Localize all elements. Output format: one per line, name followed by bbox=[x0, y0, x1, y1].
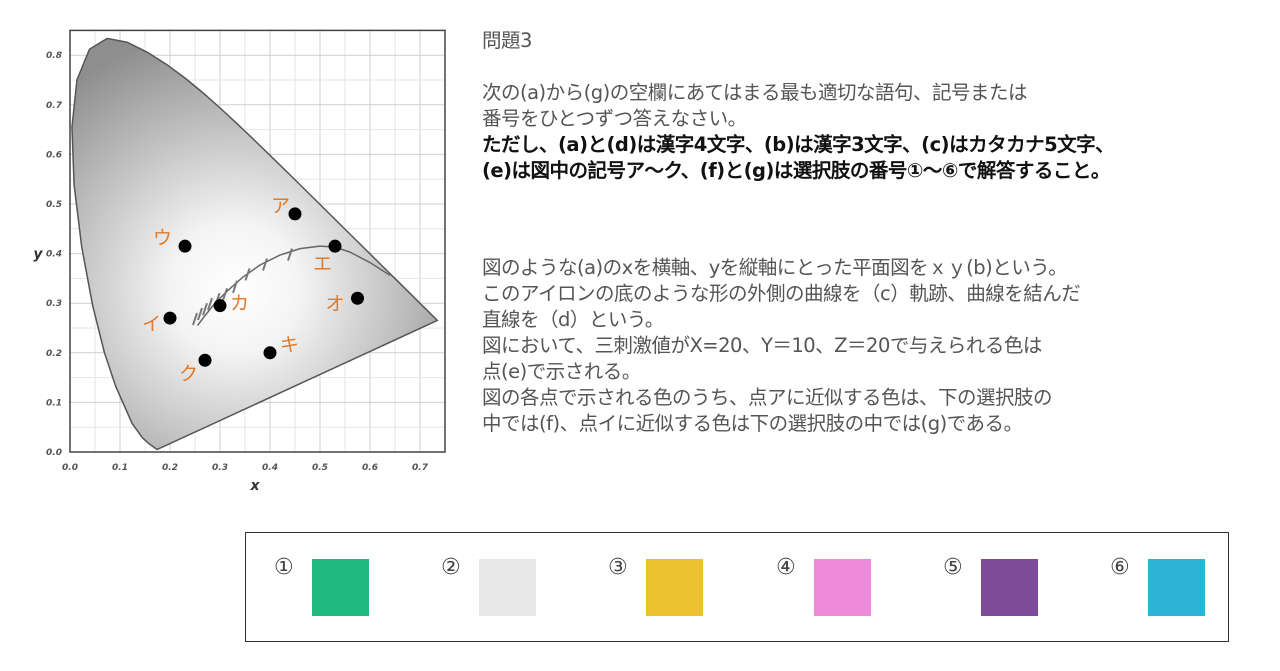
x-tick-label: 0.4 bbox=[262, 463, 278, 473]
y-tick-label: 0.7 bbox=[46, 101, 63, 111]
point-label: ク bbox=[179, 363, 198, 385]
color-swatch bbox=[479, 559, 536, 616]
choice-number: ② bbox=[441, 555, 461, 580]
body-line-5: 点(e)で示される。 bbox=[482, 360, 641, 383]
color-swatch bbox=[312, 559, 369, 616]
isotemperature-tick bbox=[232, 280, 238, 294]
data-point bbox=[351, 291, 364, 305]
y-tick-label: 0.3 bbox=[46, 299, 62, 309]
isotemperature-tick bbox=[202, 302, 208, 316]
x-tick-label: 0.2 bbox=[162, 463, 178, 473]
body-line-2: このアイロンの底のような形の外側の曲線を（c）軌跡、曲線を結んだ bbox=[482, 282, 1081, 305]
y-tick-label: 0.0 bbox=[46, 448, 62, 458]
data-point bbox=[198, 353, 212, 367]
body-line-3: 直線を（d）という。 bbox=[482, 308, 664, 331]
data-point bbox=[263, 346, 277, 360]
isotemperature-tick bbox=[192, 312, 198, 326]
body-line-7: 中では(f)、点イに近似する色は下の選択肢の中では(g)である。 bbox=[482, 412, 1023, 435]
plot-frame bbox=[69, 29, 446, 453]
condition-line-1: ただし、(a)と(d)は漢字4文字、(b)は漢字3文字、(c)はカタカナ5文字、 bbox=[482, 133, 1115, 156]
data-point bbox=[288, 207, 302, 221]
problem-title: 問題3 bbox=[482, 29, 532, 52]
isotemperature-tick bbox=[287, 248, 293, 261]
y-tick-label: 0.2 bbox=[46, 349, 62, 359]
x-tick-label: 0.1 bbox=[112, 463, 128, 473]
choice-number: ④ bbox=[776, 555, 796, 580]
y-tick-label: 0.4 bbox=[46, 250, 62, 260]
body-line-4: 図において、三刺激値がX=20、Y＝10、Z＝20で与えられる色は bbox=[482, 334, 1042, 357]
choice-number: ③ bbox=[608, 555, 628, 580]
isotemperature-tick bbox=[197, 307, 203, 321]
instruction-line-2: 番号をひとつずつ答えなさい。 bbox=[482, 107, 747, 130]
isotemperature-tick bbox=[222, 287, 228, 301]
body-line-6: 図の各点で示される色のうち、点アに近似する色は、下の選択肢の bbox=[482, 386, 1053, 409]
point-label: エ bbox=[313, 253, 332, 275]
y-tick-label: 0.8 bbox=[46, 51, 62, 61]
condition-line-2: (e)は図中の記号ア～ク、(f)と(g)は選択肢の番号①～⑥で解答すること。 bbox=[482, 159, 1110, 182]
y-tick-label: 0.5 bbox=[46, 200, 62, 210]
data-point bbox=[163, 311, 177, 325]
data-point bbox=[213, 299, 227, 313]
x-tick-label: 0.0 bbox=[62, 463, 78, 473]
x-tick-label: 0.7 bbox=[412, 463, 429, 473]
choice-number: ⑥ bbox=[1110, 555, 1130, 580]
x-tick-label: 0.6 bbox=[362, 463, 378, 473]
choice-number: ① bbox=[274, 555, 294, 580]
x-tick-label: 0.3 bbox=[212, 463, 228, 473]
y-tick-label: 0.1 bbox=[46, 398, 62, 408]
y-tick-label: 0.6 bbox=[46, 150, 62, 160]
x-tick-label: 0.5 bbox=[312, 463, 328, 473]
color-swatch bbox=[981, 559, 1038, 616]
color-swatch bbox=[646, 559, 703, 616]
choice-number: ⑤ bbox=[943, 555, 963, 580]
x-axis-label: x bbox=[249, 478, 260, 494]
color-swatch bbox=[814, 559, 871, 616]
instruction-line-1: 次の(a)から(g)の空欄にあてはまる最も適切な語句、記号または bbox=[482, 81, 1027, 104]
color-swatch bbox=[1148, 559, 1205, 616]
cie-chromaticity-diagram: 0.0 0.1 0.2 0.3 0.4 0.5 0.6 0.7 0.0 0.1 0.2 0.3 0.4 0… bbox=[33, 29, 446, 494]
point-label: オ bbox=[326, 293, 345, 315]
data-point bbox=[328, 239, 342, 253]
point-label: ア bbox=[271, 195, 290, 217]
spectral-locus bbox=[71, 37, 439, 451]
y-axis-label: y bbox=[33, 247, 43, 263]
isotemperature-tick bbox=[244, 268, 251, 281]
point-label: カ bbox=[230, 293, 249, 315]
isotemperature-tick bbox=[262, 258, 268, 271]
point-label: ウ bbox=[153, 227, 172, 249]
data-point bbox=[178, 239, 192, 253]
point-label: イ bbox=[142, 313, 161, 335]
isotemperature-tick bbox=[207, 297, 213, 311]
point-label: キ bbox=[280, 334, 299, 356]
body-line-1: 図のような(a)のxを横軸、yを縦軸にとった平面図をｘｙ(b)という。 bbox=[482, 256, 1068, 279]
choices-box: ① ② ③ ④ ⑤ ⑥ bbox=[245, 532, 1229, 642]
